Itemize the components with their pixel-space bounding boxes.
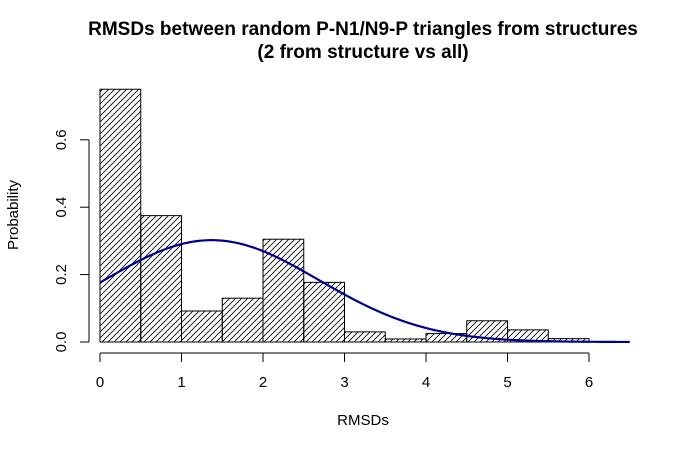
x-tick-label: 5 <box>503 374 511 391</box>
x-axis-label: RMSDs <box>337 412 389 429</box>
x-axis: 0 1 2 3 4 5 6 <box>96 352 593 391</box>
x-tick-label: 3 <box>340 374 348 391</box>
histogram-bars <box>99 88 590 343</box>
histogram-bar <box>140 215 182 343</box>
chart-title-line-2: (2 from structure vs all) <box>257 42 468 63</box>
histogram-bar <box>221 297 264 343</box>
y-axis: 0.0 0.2 0.4 0.6 <box>53 129 90 353</box>
y-tick-label: 0.6 <box>53 129 70 150</box>
x-tick-label: 2 <box>259 374 267 391</box>
y-tick-label: 0.0 <box>53 332 70 353</box>
histogram-bar <box>507 329 549 343</box>
histogram-bar <box>384 338 427 343</box>
y-tick-label: 0.4 <box>53 197 70 218</box>
histogram-bar <box>344 331 386 343</box>
x-tick-label: 6 <box>585 374 593 391</box>
x-tick-label: 1 <box>177 374 185 391</box>
histogram-bar <box>99 88 142 343</box>
x-tick-label: 4 <box>422 374 430 391</box>
normal-density-curve <box>99 239 630 344</box>
histogram-bar <box>181 310 223 343</box>
y-axis-label: Probability <box>5 179 22 250</box>
x-tick-label: 0 <box>96 374 104 391</box>
y-tick-label: 0.2 <box>53 264 70 285</box>
chart-title-line-1: RMSDs between random P-N1/N9-P triangles… <box>88 19 638 40</box>
histogram-bar <box>303 281 345 343</box>
histogram-bar <box>262 238 305 343</box>
